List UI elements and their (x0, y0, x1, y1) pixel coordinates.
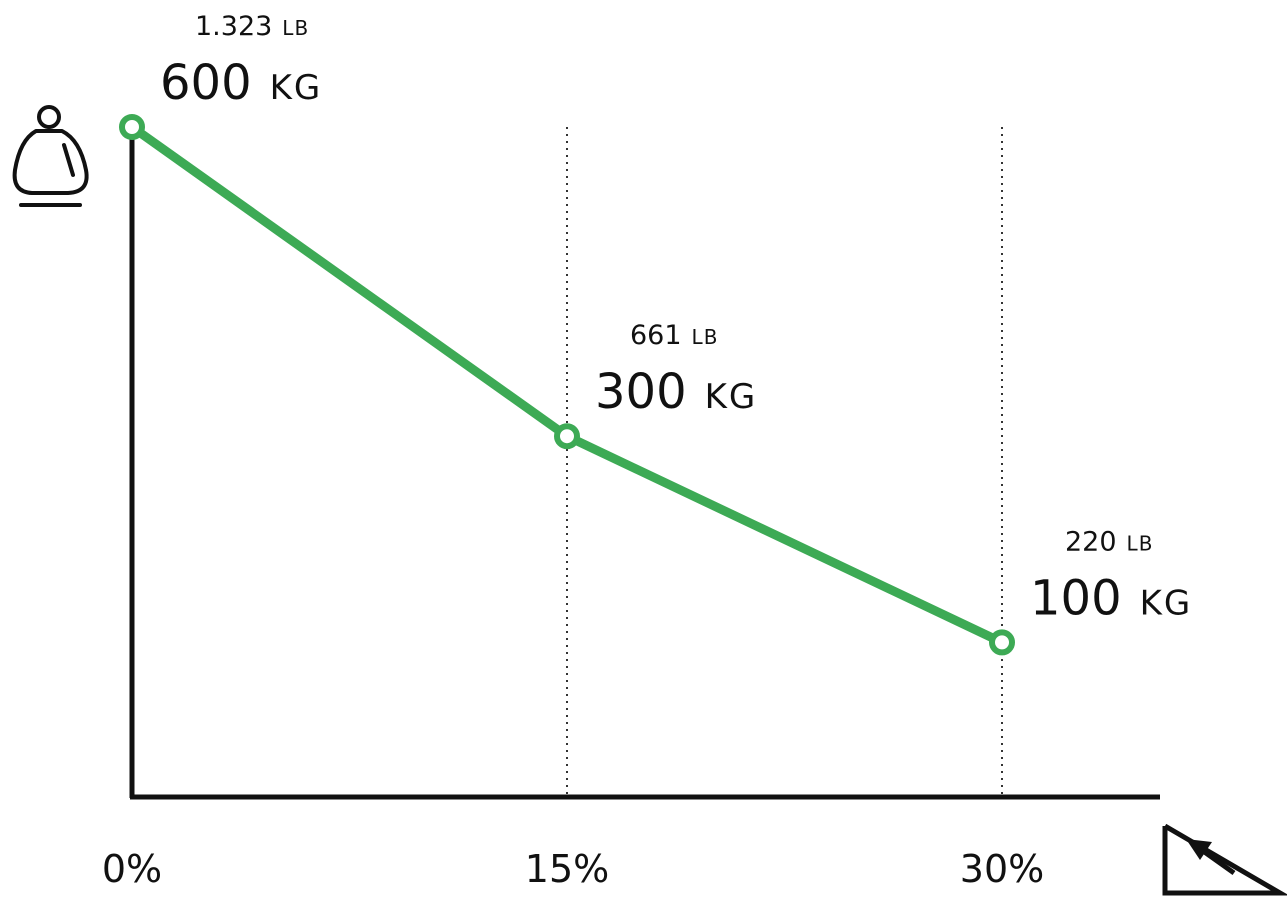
gridlines (566, 127, 1003, 797)
x-tick-label-1: 15% (525, 847, 609, 891)
data-label-kg-2: 100 KG (1030, 570, 1192, 626)
lb-value: 1.323 (195, 11, 272, 42)
data-point-2 (989, 629, 1015, 656)
lb-unit: LB (1127, 531, 1154, 555)
data-label-lb-0: 1.323 LB (195, 11, 309, 42)
kg-unit: KG (1140, 583, 1193, 623)
lb-unit: LB (282, 16, 309, 40)
lb-unit: LB (692, 325, 719, 349)
data-label-lb-1: 661 LB (630, 320, 718, 351)
lb-value: 661 (630, 320, 682, 351)
data-label-lb-2: 220 LB (1065, 526, 1153, 557)
data-point-0 (119, 114, 145, 140)
data-label-kg-1: 300 KG (595, 364, 757, 420)
incline-slope-icon (1162, 823, 1287, 896)
x-tick-label-0: 0% (102, 847, 162, 891)
kg-value: 300 (595, 364, 687, 420)
x-tick-labels: 0% 15% 30% (102, 847, 1044, 891)
x-tick-label-2: 30% (960, 847, 1044, 891)
kg-value: 100 (1030, 570, 1122, 626)
weight-icon (12, 105, 89, 207)
kg-unit: KG (705, 377, 758, 417)
kg-unit: KG (270, 68, 323, 108)
points-layer (119, 114, 1015, 656)
data-point-1 (554, 423, 580, 450)
kg-value: 600 (160, 55, 252, 111)
data-label-kg-0: 600 KG (160, 55, 322, 111)
lb-value: 220 (1065, 526, 1117, 557)
